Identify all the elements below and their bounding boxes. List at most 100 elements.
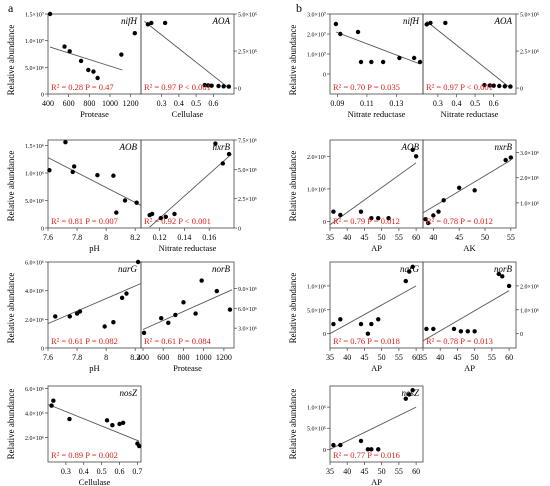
chart-a4L: nosZ 0.3 0.4 0.5 0.6 0.7 Cellulase 2.0×10⁶ 4.0×1… <box>25 385 142 486</box>
chart-a3R: norB 400 600 800 1000 1200 Protease 3.0×10⁶ 6.0×… <box>137 261 257 373</box>
fit-line <box>47 283 142 325</box>
data-point <box>365 331 371 336</box>
data-point <box>202 82 207 88</box>
plot-frame <box>329 385 424 463</box>
x-tick-label: 40 <box>343 233 351 242</box>
data-point <box>166 320 171 326</box>
data-point <box>502 84 508 89</box>
y-tick-label: 9.0×10⁶ <box>238 287 257 293</box>
fit-line <box>47 403 140 442</box>
chart-title: nifH <box>121 16 138 26</box>
chart-a1R: AOA 0.3 0.4 0.5 0.6 Cellulase 0 2.5×10⁵ 5.0×10⁵ R… <box>140 13 257 119</box>
x-tick-label: 800 <box>177 353 189 362</box>
data-point <box>431 326 436 332</box>
y-tick-label: 0 <box>323 332 326 338</box>
fit-line <box>149 153 232 228</box>
data-point <box>403 278 408 284</box>
data-point <box>158 215 164 221</box>
chart-title: AOB <box>401 142 420 152</box>
data-point <box>104 418 110 423</box>
x-tick-label: 0.4 <box>174 99 184 108</box>
data-point <box>173 312 178 318</box>
x-tick-label: 55 <box>395 233 403 242</box>
y-tick-label: 2.0×10⁶ <box>520 284 539 290</box>
data-point <box>403 396 408 401</box>
chart-title: nxrB <box>495 142 513 152</box>
x-axis-label: Nitrate reductase <box>348 109 406 119</box>
stat-annotation: R² = 0.70 P = 0.035 <box>333 82 400 92</box>
data-point <box>407 269 412 274</box>
fit-line <box>144 21 230 89</box>
data-point <box>67 314 72 319</box>
x-tick-label: 7.6 <box>43 233 53 242</box>
data-point <box>221 84 226 89</box>
data-point <box>95 173 100 178</box>
y-axis-label: Relative abundance <box>6 389 16 460</box>
data-point <box>431 213 436 218</box>
data-point <box>141 330 147 335</box>
data-point <box>49 403 54 408</box>
x-tick-label: 0.09 <box>330 99 344 108</box>
x-tick-label: 45 <box>360 353 368 362</box>
x-axis-label: pH <box>89 363 99 373</box>
data-point <box>209 83 214 88</box>
x-axis-label: AK <box>463 243 476 253</box>
y-axis-label: Relative abundance <box>6 151 16 222</box>
x-tick-label: 60 <box>412 353 420 362</box>
data-point <box>119 52 124 57</box>
plot-frame <box>140 13 235 95</box>
y-tick-label: 0 <box>323 220 326 226</box>
data-point <box>149 20 154 26</box>
fit-line <box>329 162 417 226</box>
plot-frame <box>422 13 517 95</box>
stat-annotation: R² = 0.97 P < 0.001 <box>426 82 493 92</box>
data-point <box>71 164 77 169</box>
x-tick-label: 1200 <box>123 99 139 108</box>
data-point <box>451 326 457 332</box>
x-tick-label: 800 <box>83 99 95 108</box>
fit-line <box>329 285 417 335</box>
x-tick-label: 0.5 <box>191 99 201 108</box>
x-tick-label: 0.4 <box>79 467 89 476</box>
data-point <box>193 311 198 316</box>
y-tick-label: 5.0×10⁶ <box>25 66 44 72</box>
x-tick-label: 0.7 <box>132 467 142 476</box>
data-point <box>114 210 119 215</box>
y-tick-label: 2.5×10⁵ <box>238 50 257 56</box>
data-point <box>205 83 211 88</box>
data-point <box>47 168 52 173</box>
x-tick-label: 7.8 <box>72 353 82 362</box>
x-axis-label: Cellulase <box>172 109 204 119</box>
chart-a2L: AOB 7.6 7.8 8 8.2 pH 0 5.0×10⁵ 1.0×10⁶ 1.5×10⁶ R² … <box>25 139 142 253</box>
fit-line <box>49 46 123 71</box>
x-axis-label: Cellulase <box>79 477 111 486</box>
x-tick-label: 50 <box>378 233 386 242</box>
data-point <box>132 31 137 36</box>
plot-frame <box>422 139 517 229</box>
data-point <box>497 83 502 89</box>
x-tick-label: 35 <box>326 467 334 476</box>
x-tick-label: 600 <box>157 353 169 362</box>
stat-annotation: R² = 0.78 P = 0.012 <box>426 216 493 226</box>
chart-title: narG <box>400 264 420 274</box>
data-point <box>338 317 343 322</box>
stat-annotation: R² = 0.79 P = 0.012 <box>333 216 400 226</box>
data-point <box>181 300 186 305</box>
data-point <box>62 44 67 49</box>
y-tick-label: 6.0×10⁶ <box>25 261 44 267</box>
data-point <box>410 147 415 152</box>
data-point <box>491 83 496 88</box>
x-tick-label: 8 <box>104 353 108 362</box>
x-tick-label: 60 <box>505 353 513 362</box>
data-point <box>369 59 374 65</box>
x-tick-label: 0.5 <box>470 99 480 108</box>
data-point <box>91 69 96 74</box>
data-point <box>376 447 381 452</box>
x-tick-label: 60 <box>412 467 420 476</box>
x-tick-label: 0.3 <box>157 99 167 108</box>
data-point <box>506 283 512 289</box>
y-tick-label: 0 <box>41 227 44 233</box>
chart-a1L: nifH 400 600 800 1000 1200 Protease 0 5.0×10⁶ 1.0… <box>25 11 142 119</box>
